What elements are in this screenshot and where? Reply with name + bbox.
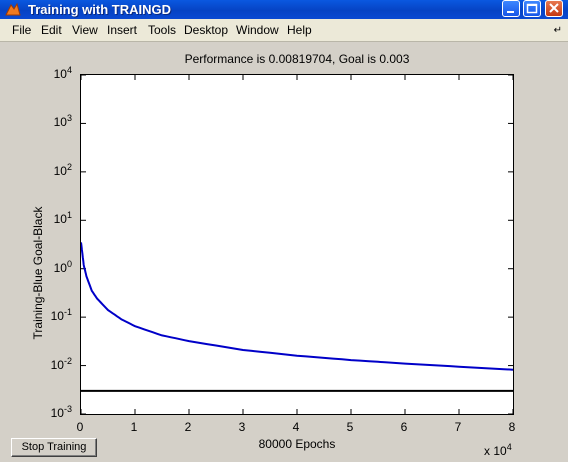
stop-training-button[interactable]: Stop Training [11, 438, 97, 457]
menu-file[interactable]: File [12, 23, 32, 37]
x-multiplier-base: x 10 [484, 444, 507, 458]
y-tick-exponent: -2 [63, 355, 72, 366]
x-tick-label: 0 [76, 420, 84, 434]
y-tick-label: 10-1 [48, 307, 72, 323]
window-title: Training with TRAINGD [28, 2, 171, 17]
x-tick-label: 1 [130, 420, 138, 434]
x-tick-label: 7 [454, 420, 462, 434]
menu-bar: File Edit View Insert Tools Desktop Wind… [0, 19, 568, 42]
x-tick-label: 2 [184, 420, 192, 434]
y-tick-base: 10 [53, 163, 67, 178]
y-tick-label: 103 [48, 113, 72, 129]
y-tick-base: 10 [53, 260, 67, 275]
menu-window[interactable]: Window [236, 23, 279, 37]
menu-help[interactable]: Help [287, 23, 312, 37]
y-tick-exponent: 3 [66, 113, 72, 124]
matlab-icon [5, 2, 21, 16]
y-tick-base: 10 [53, 67, 67, 81]
maximize-button[interactable] [523, 0, 541, 17]
y-tick-exponent: 0 [66, 258, 72, 269]
close-icon [549, 3, 559, 13]
y-tick-base: 10 [53, 115, 67, 130]
y-tick-label: 104 [48, 65, 72, 81]
menu-insert[interactable]: Insert [107, 23, 138, 37]
y-tick-label: 10-2 [48, 356, 72, 372]
plot-canvas [81, 75, 513, 414]
menu-desktop[interactable]: Desktop [184, 23, 229, 37]
menu-edit[interactable]: Edit [41, 23, 62, 37]
y-tick-exponent: 2 [66, 161, 72, 172]
title-bar: Training with TRAINGD [0, 0, 568, 19]
x-tick-label: 6 [400, 420, 408, 434]
x-tick-label: 5 [346, 420, 354, 434]
x-axis-label: 80000 Epochs [258, 437, 336, 451]
x-tick-label: 3 [238, 420, 246, 434]
x-tick-label: 4 [292, 420, 300, 434]
y-tick-exponent: 1 [66, 210, 72, 221]
y-tick-base: 10 [50, 406, 64, 420]
plot-title: Performance is 0.00819704, Goal is 0.003 [184, 52, 410, 66]
x-axis-multiplier: x 104 [484, 442, 512, 458]
y-tick-label: 10-3 [48, 404, 72, 420]
y-tick-exponent: -3 [63, 404, 72, 414]
y-tick-label: 102 [48, 162, 72, 178]
minimize-button[interactable] [502, 0, 520, 17]
x-tick-label: 8 [508, 420, 516, 434]
plot-axes [80, 74, 514, 415]
figure-area: Performance is 0.00819704, Goal is 0.003… [0, 42, 568, 462]
dock-arrow-icon[interactable]: ↵ [553, 25, 562, 36]
y-tick-base: 10 [53, 212, 67, 227]
menu-tools[interactable]: Tools [148, 23, 177, 37]
y-tick-base: 10 [50, 309, 64, 324]
x-multiplier-exp: 4 [506, 442, 512, 452]
y-tick-label: 100 [48, 259, 72, 275]
minimize-icon [507, 11, 514, 13]
y-axis-label: Training-Blue Goal-Black [31, 206, 45, 340]
y-tick-exponent: 4 [66, 65, 72, 75]
y-tick-base: 10 [50, 357, 64, 372]
y-tick-exponent: -1 [63, 307, 72, 318]
y-tick-label: 101 [48, 210, 72, 226]
maximize-icon [526, 3, 538, 14]
training-performance-line [81, 242, 513, 371]
menu-view[interactable]: View [72, 23, 98, 37]
close-button[interactable] [545, 0, 563, 17]
